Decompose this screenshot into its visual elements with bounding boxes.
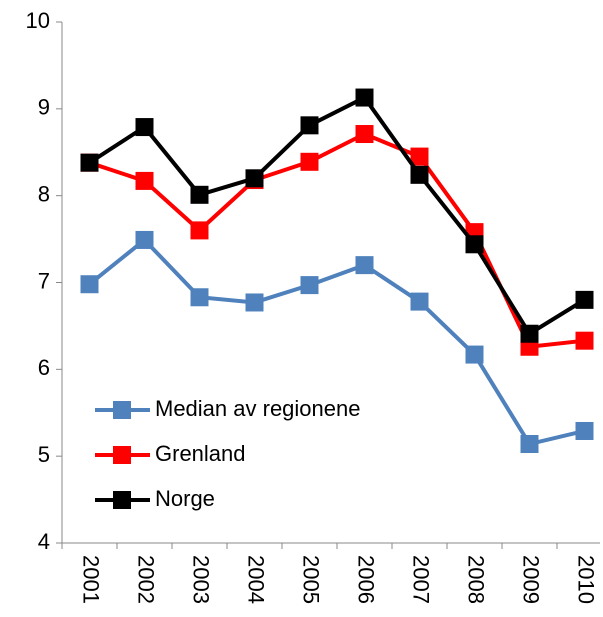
marker [465, 345, 484, 364]
x-tick-label: 2003 [189, 555, 214, 604]
marker [575, 290, 594, 309]
marker [190, 221, 209, 240]
marker [80, 275, 99, 294]
marker [245, 169, 264, 188]
x-tick-label: 2004 [244, 555, 269, 604]
y-tick-label: 4 [38, 529, 50, 554]
marker [355, 125, 374, 144]
x-tick-label: 2002 [134, 555, 159, 604]
y-tick-label: 5 [38, 442, 50, 467]
x-tick-label: 2006 [354, 555, 379, 604]
legend-label: Grenland [155, 441, 246, 466]
legend-marker [113, 401, 131, 419]
marker [190, 185, 209, 204]
marker [135, 230, 154, 249]
marker [135, 171, 154, 190]
marker [465, 235, 484, 254]
marker [575, 331, 594, 350]
marker [410, 165, 429, 184]
marker [410, 292, 429, 311]
marker [355, 256, 374, 275]
marker [80, 153, 99, 172]
legend-marker [113, 446, 131, 464]
legend-label: Median av regionene [155, 396, 360, 421]
y-tick-label: 8 [38, 181, 50, 206]
marker [520, 435, 539, 454]
x-tick-label: 2010 [574, 555, 599, 604]
marker [190, 288, 209, 307]
marker [300, 152, 319, 171]
marker [520, 324, 539, 343]
y-tick-label: 7 [38, 268, 50, 293]
x-tick-label: 2005 [299, 555, 324, 604]
marker [355, 88, 374, 107]
y-tick-label: 9 [38, 95, 50, 120]
marker [300, 116, 319, 135]
y-tick-label: 10 [26, 8, 50, 33]
y-tick-label: 6 [38, 355, 50, 380]
series-line [88, 237, 585, 447]
marker [300, 276, 319, 295]
series-line [88, 131, 585, 349]
x-tick-label: 2008 [464, 555, 489, 604]
series-line [88, 94, 586, 337]
legend-label: Norge [155, 486, 215, 511]
x-tick-label: 2007 [409, 555, 434, 604]
marker [575, 421, 594, 440]
marker [245, 293, 264, 312]
marker [135, 118, 154, 137]
marker [410, 147, 429, 166]
x-tick-label: 2001 [79, 555, 104, 604]
x-tick-label: 2009 [519, 555, 544, 604]
legend-marker [113, 491, 131, 509]
